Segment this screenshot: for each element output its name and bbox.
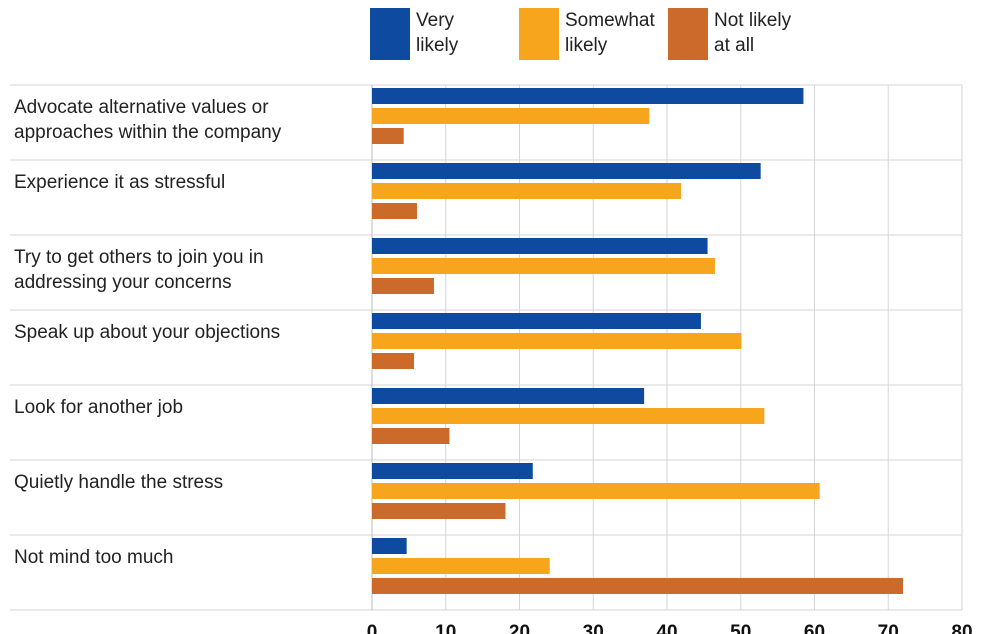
bar [372,108,650,124]
x-tick-label: 10 [435,622,456,634]
bar [372,483,820,499]
bar [372,88,804,104]
category-label: Experience it as stressful [14,172,225,193]
x-tick-label: 50 [730,622,751,634]
bar [372,578,903,594]
category-label-line: Not mind too much [14,547,173,568]
category-label-line: Look for another job [14,397,183,418]
bar [372,128,404,144]
bar [372,333,742,349]
legend-swatch-somewhat-likely [519,8,559,60]
category-label: Speak up about your objections [14,322,280,343]
x-tick-label: 0 [367,622,378,634]
bar [372,313,701,329]
bar [372,238,708,254]
bar [372,558,550,574]
bar [372,503,506,519]
x-tick-label: 40 [656,622,677,634]
legend-label-not-likely-at-all: Not likely at all [714,8,824,58]
legend-label-somewhat-likely: Somewhat likely [565,8,675,58]
x-tick-label: 60 [804,622,825,634]
category-label-line: addressing your concerns [14,272,232,293]
bar [372,388,645,404]
legend-item-somewhat-likely: Somewhat likely [519,8,675,60]
category-label: Not mind too much [14,547,173,568]
legend-label-line: Somewhat [565,10,655,31]
bar [372,258,715,274]
x-tick-label: 20 [509,622,530,634]
legend-label-very-likely: Very likely [416,8,526,58]
category-label: Try to get others to join you in addressi… [14,247,264,293]
bar [372,408,765,424]
category-label-line: Speak up about your objections [14,322,280,343]
legend-label-line: Very [416,10,455,31]
category-label-line: Quietly handle the stress [14,472,223,493]
bar [372,163,761,179]
legend-label-line: at all [714,35,755,56]
bar [372,428,450,444]
bar [372,353,415,369]
category-label-line: Advocate alternative values or [14,97,269,118]
legend: Very likely Somewhat likely Not likely a… [0,8,984,68]
legend-swatch-very-likely [370,8,410,60]
bar [372,538,407,554]
x-tick-label: 70 [878,622,899,634]
legend-swatch-not-likely-at-all [668,8,708,60]
bar [372,183,682,199]
bar [372,463,533,479]
bar [372,203,417,219]
bar [372,278,434,294]
legend-label-line: likely [416,35,459,56]
legend-item-very-likely: Very likely [370,8,526,60]
legend-item-not-likely-at-all: Not likely at all [668,8,824,60]
x-tick-label: 80 [951,622,972,634]
x-tick-label: 30 [583,622,604,634]
category-label-line: approaches within the company [14,122,282,143]
category-label: Quietly handle the stress [14,472,223,493]
category-label-line: Experience it as stressful [14,172,225,193]
category-label-line: Try to get others to join you in [14,247,264,268]
category-label: Look for another job [14,397,183,418]
legend-label-line: Not likely [714,10,792,31]
category-label: Advocate alternative values or approaches… [14,97,282,143]
legend-label-line: likely [565,35,608,56]
